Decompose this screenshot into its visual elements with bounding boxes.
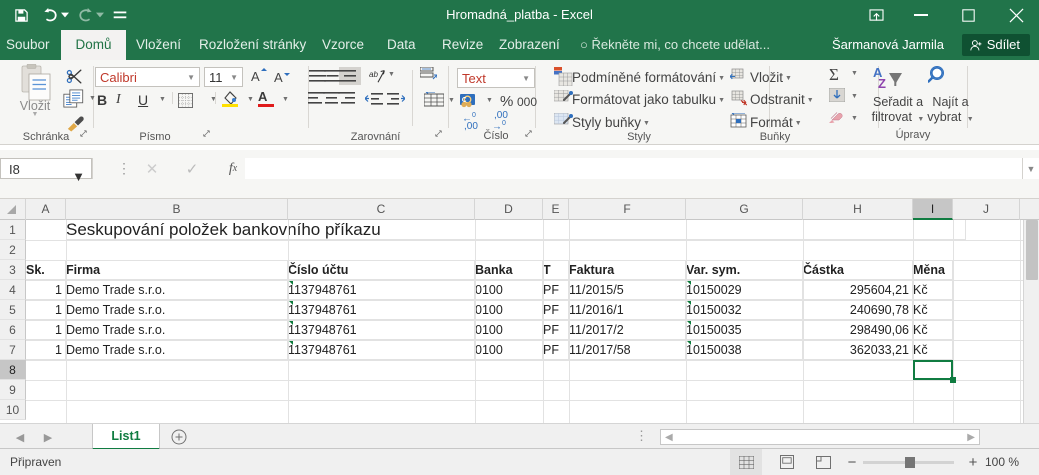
svg-text:A: A [251,69,260,84]
svg-text:ab: ab [369,70,378,79]
svg-text:A: A [274,70,283,85]
